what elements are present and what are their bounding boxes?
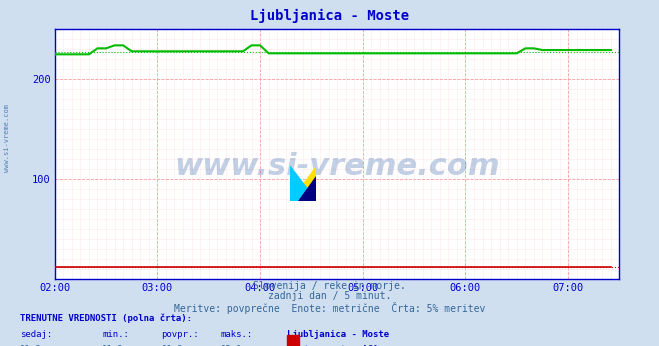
Text: sedaj:: sedaj:: [20, 330, 52, 339]
Text: Ljubljanica - Moste: Ljubljanica - Moste: [287, 330, 389, 339]
Polygon shape: [290, 166, 316, 201]
Text: povpr.:: povpr.:: [161, 330, 199, 339]
Text: Ljubljanica - Moste: Ljubljanica - Moste: [250, 9, 409, 23]
Text: Meritve: povprečne  Enote: metrične  Črta: 5% meritev: Meritve: povprečne Enote: metrične Črta:…: [174, 302, 485, 314]
Text: www.si-vreme.com: www.si-vreme.com: [3, 104, 10, 172]
Text: 11,8: 11,8: [102, 345, 124, 346]
Text: 11,8: 11,8: [20, 345, 42, 346]
Text: zadnji dan / 5 minut.: zadnji dan / 5 minut.: [268, 291, 391, 301]
Text: 12,1: 12,1: [221, 345, 243, 346]
Text: TRENUTNE VREDNOSTI (polna črta):: TRENUTNE VREDNOSTI (polna črta):: [20, 313, 192, 322]
Text: Slovenija / reke in morje.: Slovenija / reke in morje.: [253, 281, 406, 291]
Polygon shape: [298, 176, 316, 201]
Polygon shape: [290, 166, 316, 201]
Text: temperatura[C]: temperatura[C]: [303, 345, 378, 346]
Text: maks.:: maks.:: [221, 330, 253, 339]
Text: min.:: min.:: [102, 330, 129, 339]
Text: 11,9: 11,9: [161, 345, 183, 346]
Text: www.si-vreme.com: www.si-vreme.com: [174, 152, 500, 181]
